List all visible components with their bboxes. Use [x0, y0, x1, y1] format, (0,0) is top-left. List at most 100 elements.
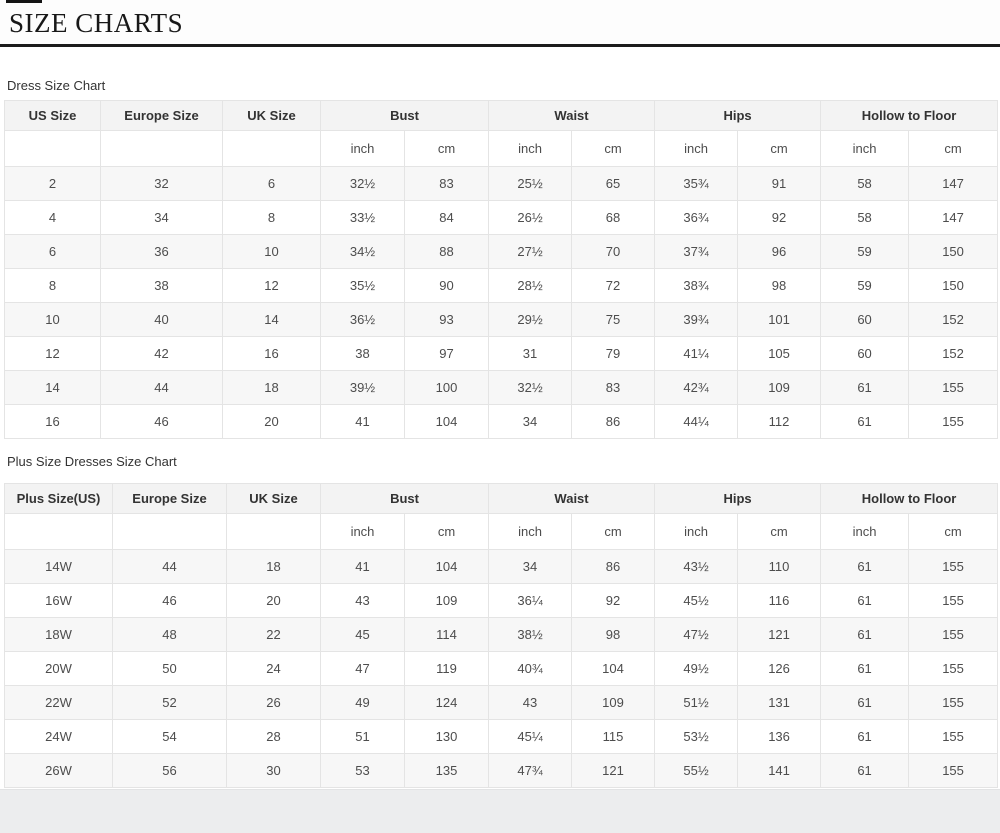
- table-cell: 101: [737, 302, 822, 337]
- table-cell: 39¾: [654, 302, 739, 337]
- table-cell: 56: [112, 753, 227, 788]
- table-cell: 65: [571, 166, 656, 201]
- table-cell: 24W: [4, 719, 113, 754]
- unit-header: inch: [320, 130, 405, 167]
- table-cell: 6: [222, 166, 321, 201]
- table-row: 12 42 16 38 97 31 79 41¼ 105 60 152: [4, 336, 999, 371]
- table-cell: 30: [226, 753, 321, 788]
- table-cell: 54: [112, 719, 227, 754]
- table-cell: 90: [403, 268, 490, 303]
- table-cell: 4: [4, 200, 101, 235]
- table-cell: 36: [100, 234, 223, 269]
- column-header: Europe Size: [100, 100, 223, 131]
- table-cell: 104: [403, 549, 490, 584]
- table-cell: 45½: [654, 583, 739, 618]
- group-header: Hollow to Floor: [820, 483, 999, 514]
- dress-size-table: US Size Europe Size UK Size Bust Waist Hips Ho…: [4, 100, 999, 439]
- table-cell: 36¾: [654, 200, 739, 235]
- table-cell: 84: [403, 200, 490, 235]
- table-cell: 147: [908, 166, 999, 201]
- table-cell: 61: [820, 370, 910, 405]
- empty-header-cell: [222, 130, 321, 167]
- table-cell: 38¾: [654, 268, 739, 303]
- table-cell: 147: [908, 200, 999, 235]
- unit-header: cm: [737, 130, 822, 167]
- table-cell: 39½: [320, 370, 405, 405]
- table-row: 18W 48 22 45 114 38½ 98 47½ 121 61 155: [4, 617, 999, 652]
- table-row: 22W 52 26 49 124 43 109 51½ 131 61 155: [4, 685, 999, 720]
- header-row: Plus Size(US) Europe Size UK Size Bust Waist…: [4, 483, 999, 514]
- table-cell: 47¾: [488, 753, 573, 788]
- table-cell: 22W: [4, 685, 113, 720]
- table-row: 14 44 18 39½ 100 32½ 83 42¾ 109 61 155: [4, 370, 999, 405]
- table-row: 20W 50 24 47 119 40¾ 104 49½ 126 61 155: [4, 651, 999, 686]
- group-header: Bust: [319, 100, 490, 131]
- table-cell: 104: [403, 404, 490, 439]
- table-cell: 12: [222, 268, 321, 303]
- table-cell: 61: [820, 651, 910, 686]
- group-header: Hips: [654, 100, 822, 131]
- table-cell: 97: [403, 336, 490, 371]
- table-cell: 34½: [320, 234, 405, 269]
- table-cell: 49: [320, 685, 405, 720]
- table-cell: 55½: [654, 753, 739, 788]
- decorative-mark: [6, 0, 42, 3]
- group-header: Waist: [488, 483, 656, 514]
- group-header: Bust: [319, 483, 490, 514]
- column-header: Europe Size: [112, 483, 227, 514]
- table-cell: 36½: [320, 302, 405, 337]
- table-cell: 33½: [320, 200, 405, 235]
- empty-header-cell: [4, 513, 113, 550]
- table-cell: 98: [571, 617, 656, 652]
- table-cell: 150: [908, 268, 999, 303]
- table-cell: 18: [222, 370, 321, 405]
- table-cell: 61: [820, 583, 910, 618]
- column-header: US Size: [4, 100, 101, 131]
- table-cell: 100: [403, 370, 490, 405]
- table-cell: 116: [737, 583, 822, 618]
- table-cell: 60: [820, 302, 910, 337]
- table-cell: 61: [820, 753, 910, 788]
- table-cell: 115: [571, 719, 656, 754]
- table-row: 10 40 14 36½ 93 29½ 75 39¾ 101 60 152: [4, 302, 999, 337]
- table-cell: 60: [820, 336, 910, 371]
- group-header: Hips: [654, 483, 822, 514]
- table-cell: 83: [571, 370, 656, 405]
- table-cell: 53½: [654, 719, 739, 754]
- unit-header: cm: [571, 513, 656, 550]
- table-cell: 34: [488, 549, 573, 584]
- table-cell: 96: [737, 234, 822, 269]
- table-cell: 26: [226, 685, 321, 720]
- table-cell: 32½: [488, 370, 573, 405]
- table-cell: 88: [403, 234, 490, 269]
- table-cell: 20: [226, 583, 321, 618]
- table-cell: 86: [571, 404, 656, 439]
- table-cell: 61: [820, 617, 910, 652]
- table-cell: 41: [320, 549, 405, 584]
- table-cell: 14: [4, 370, 101, 405]
- table-cell: 40¾: [488, 651, 573, 686]
- table-cell: 6: [4, 234, 101, 269]
- table-cell: 8: [222, 200, 321, 235]
- table-cell: 10: [4, 302, 101, 337]
- table-cell: 70: [571, 234, 656, 269]
- table-cell: 68: [571, 200, 656, 235]
- table-cell: 152: [908, 302, 999, 337]
- table-cell: 34: [100, 200, 223, 235]
- table-cell: 109: [403, 583, 490, 618]
- unit-header: cm: [908, 130, 999, 167]
- table-row: 24W 54 28 51 130 45¼ 115 53½ 136 61 155: [4, 719, 999, 754]
- table-cell: 12: [4, 336, 101, 371]
- unit-header: cm: [403, 513, 490, 550]
- table-cell: 27½: [488, 234, 573, 269]
- table-row: 16 46 20 41 104 34 86 44¼ 112 61 155: [4, 404, 999, 439]
- table-cell: 155: [908, 719, 999, 754]
- plus-size-table: Plus Size(US) Europe Size UK Size Bust Waist…: [4, 483, 999, 788]
- table-cell: 44: [112, 549, 227, 584]
- unit-header: cm: [571, 130, 656, 167]
- unit-header-row: inch cm inch cm inch cm inch cm: [4, 513, 999, 550]
- table-cell: 14: [222, 302, 321, 337]
- table-cell: 58: [820, 200, 910, 235]
- table-cell: 98: [737, 268, 822, 303]
- table-cell: 141: [737, 753, 822, 788]
